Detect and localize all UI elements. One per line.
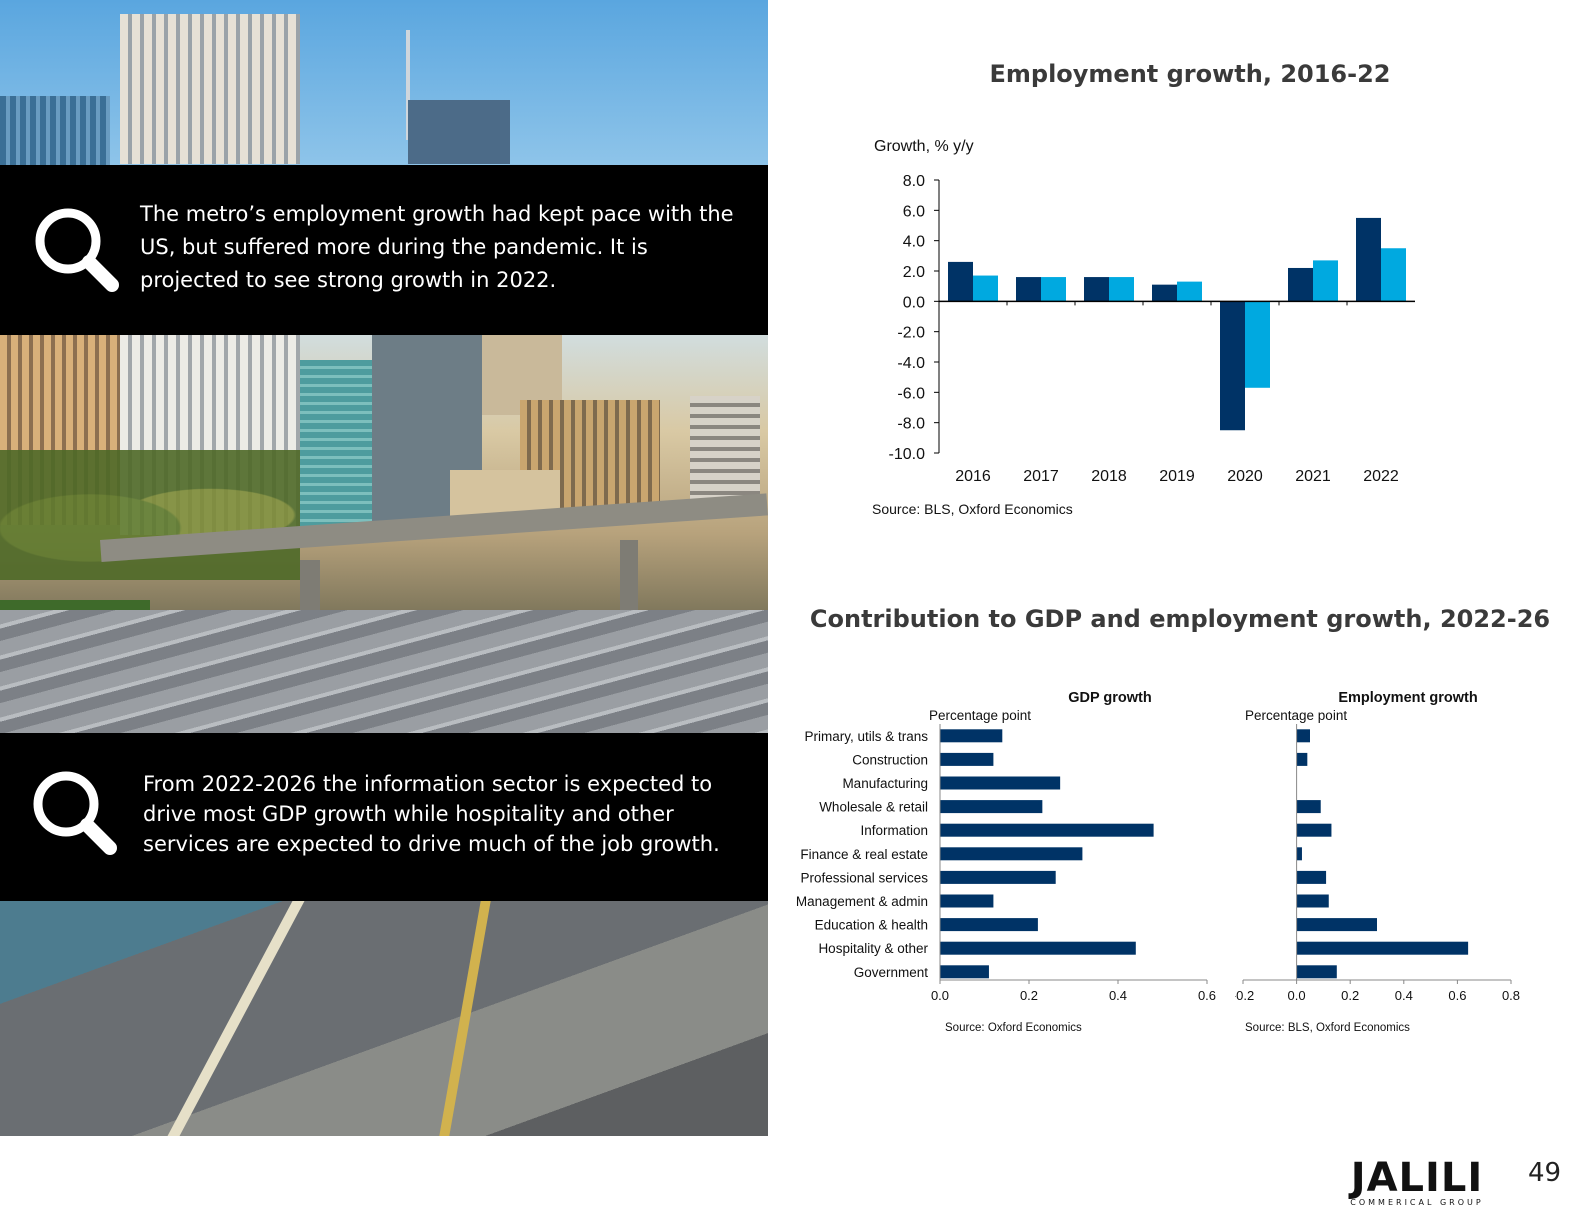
x-axis-label: Percentage point (929, 708, 1031, 723)
bar-Management & admin (940, 894, 994, 908)
x-axis-label: Percentage point (1245, 708, 1347, 723)
bar-Manufacturing (940, 776, 1061, 790)
bar-Construction (940, 752, 994, 766)
category-label: Construction (852, 752, 928, 767)
y-tick-label: 6.0 (903, 203, 925, 220)
city-freeway-photo: The metro’s employment growth had kept p… (0, 0, 768, 1136)
x-tick-label: -0.2 (1235, 988, 1254, 1003)
bar-Information (940, 823, 1154, 837)
chart-title: Employment growth (1338, 690, 1477, 706)
bar-2020-s1 (1220, 301, 1245, 431)
y-tick-label: -6.0 (897, 385, 925, 402)
y-tick-label: -2.0 (897, 325, 925, 342)
bar-Professional services (940, 870, 1056, 884)
y-tick-label: -4.0 (897, 355, 925, 372)
y-tick-label: 0.0 (903, 294, 925, 311)
x-tick-label: 0.4 (1395, 988, 1413, 1003)
bar-Management & admin (1296, 894, 1329, 908)
bar-2016-s2 (973, 275, 998, 302)
x-tick-label: 2016 (955, 468, 991, 485)
y-tick-label: 2.0 (903, 264, 925, 281)
bar-Education & health (940, 918, 1038, 932)
logo-tagline: COMMERICAL GROUP (1350, 1198, 1484, 1207)
category-label: Government (854, 965, 929, 980)
page-number: 49 (1528, 1158, 1562, 1188)
y-tick-label: -8.0 (897, 416, 925, 433)
chart-source: Source: BLS, Oxford Economics (1245, 1022, 1410, 1034)
magnifier-icon (35, 208, 119, 292)
chart-title: GDP growth (1068, 690, 1152, 706)
bar-2016-s1 (948, 261, 973, 302)
category-label: Wholesale & retail (819, 800, 928, 815)
category-label: Manufacturing (842, 776, 928, 791)
x-tick-label: 0.2 (1341, 988, 1359, 1003)
x-tick-label: 0.0 (1288, 988, 1306, 1003)
bar-2019-s1 (1152, 284, 1177, 302)
bar-2017-s1 (1016, 277, 1041, 302)
x-tick-label: 2017 (1023, 468, 1059, 485)
x-tick-label: 0.4 (1109, 988, 1127, 1003)
bar-2022-s2 (1381, 248, 1406, 302)
bar-2018-s1 (1084, 277, 1109, 302)
category-label: Primary, utils & trans (804, 729, 928, 744)
company-logo: JALILI COMMERICAL GROUP (1342, 1158, 1492, 1208)
x-tick-label: 0.6 (1448, 988, 1466, 1003)
bar-2021-s1 (1288, 267, 1313, 302)
gdp-growth-chart: GDP growth Percentage point Primary, uti… (796, 690, 1216, 1034)
y-tick-label: -10.0 (889, 446, 926, 463)
category-label: Professional services (800, 870, 928, 885)
callout-text: From 2022-2026 the information sector is… (143, 772, 720, 856)
x-tick-label: 0.2 (1020, 988, 1038, 1003)
x-tick-label: 2021 (1295, 468, 1331, 485)
bar-2022-s1 (1356, 217, 1381, 302)
bar-Hospitality & other (940, 941, 1136, 955)
y-tick-label: 4.0 (903, 234, 925, 251)
y-axis-label: Growth, % y/y (874, 138, 974, 155)
callout-employment: The metro’s employment growth had kept p… (0, 165, 768, 335)
employment-chart-title: Employment growth, 2016-22 (989, 60, 1391, 88)
bar-2021-s2 (1313, 260, 1338, 302)
category-label: Education & health (815, 918, 928, 933)
bar-Professional services (1296, 870, 1327, 884)
bar-Finance & real estate (1296, 847, 1302, 861)
bar-Finance & real estate (940, 847, 1083, 861)
magnifier-icon (33, 771, 117, 855)
category-label: Information (860, 823, 928, 838)
bar-Government (1296, 965, 1337, 979)
callout-text: The metro’s employment growth had kept p… (140, 202, 734, 292)
chart-source: Source: BLS, Oxford Economics (872, 501, 1073, 517)
employment-contribution-chart: Employment growth Percentage point -0.2 0… (1235, 690, 1520, 1034)
bar-Wholesale & retail (940, 800, 1043, 814)
bar-Primary, utils & trans (1296, 729, 1310, 743)
category-label: Hospitality & other (818, 941, 928, 956)
employment-growth-chart: Growth, % y/y 8.0 6.0 4.0 2.0 0.0 -2.0 -4.0 -6.… (872, 138, 1415, 517)
x-tick-label: 2019 (1159, 468, 1195, 485)
logo-wordmark: JALILI (1350, 1155, 1484, 1201)
bar-Construction (1296, 752, 1308, 766)
x-tick-label: 0.0 (931, 988, 949, 1003)
bar-Education & health (1296, 918, 1377, 932)
x-tick-label: 2020 (1227, 468, 1263, 485)
x-tick-label: 0.8 (1502, 988, 1520, 1003)
x-tick-label: 0.6 (1198, 988, 1216, 1003)
x-tick-label: 2022 (1363, 468, 1399, 485)
contribution-chart-title: Contribution to GDP and employment growt… (809, 605, 1551, 633)
bar-2017-s2 (1041, 277, 1066, 302)
bar-2020-s2 (1245, 301, 1270, 388)
bar-Hospitality & other (1296, 941, 1469, 955)
bar-Primary, utils & trans (940, 729, 1003, 743)
category-label: Finance & real estate (800, 847, 928, 862)
bar-Information (1296, 823, 1332, 837)
callout-gdp: From 2022-2026 the information sector is… (0, 733, 768, 901)
bar-2019-s2 (1177, 281, 1202, 302)
category-label: Management & admin (796, 894, 928, 909)
bar-Government (940, 965, 989, 979)
y-tick-label: 8.0 (903, 173, 925, 190)
x-tick-label: 2018 (1091, 468, 1127, 485)
bar-Wholesale & retail (1296, 800, 1321, 814)
chart-source: Source: Oxford Economics (945, 1022, 1082, 1034)
bar-2018-s2 (1109, 277, 1134, 302)
